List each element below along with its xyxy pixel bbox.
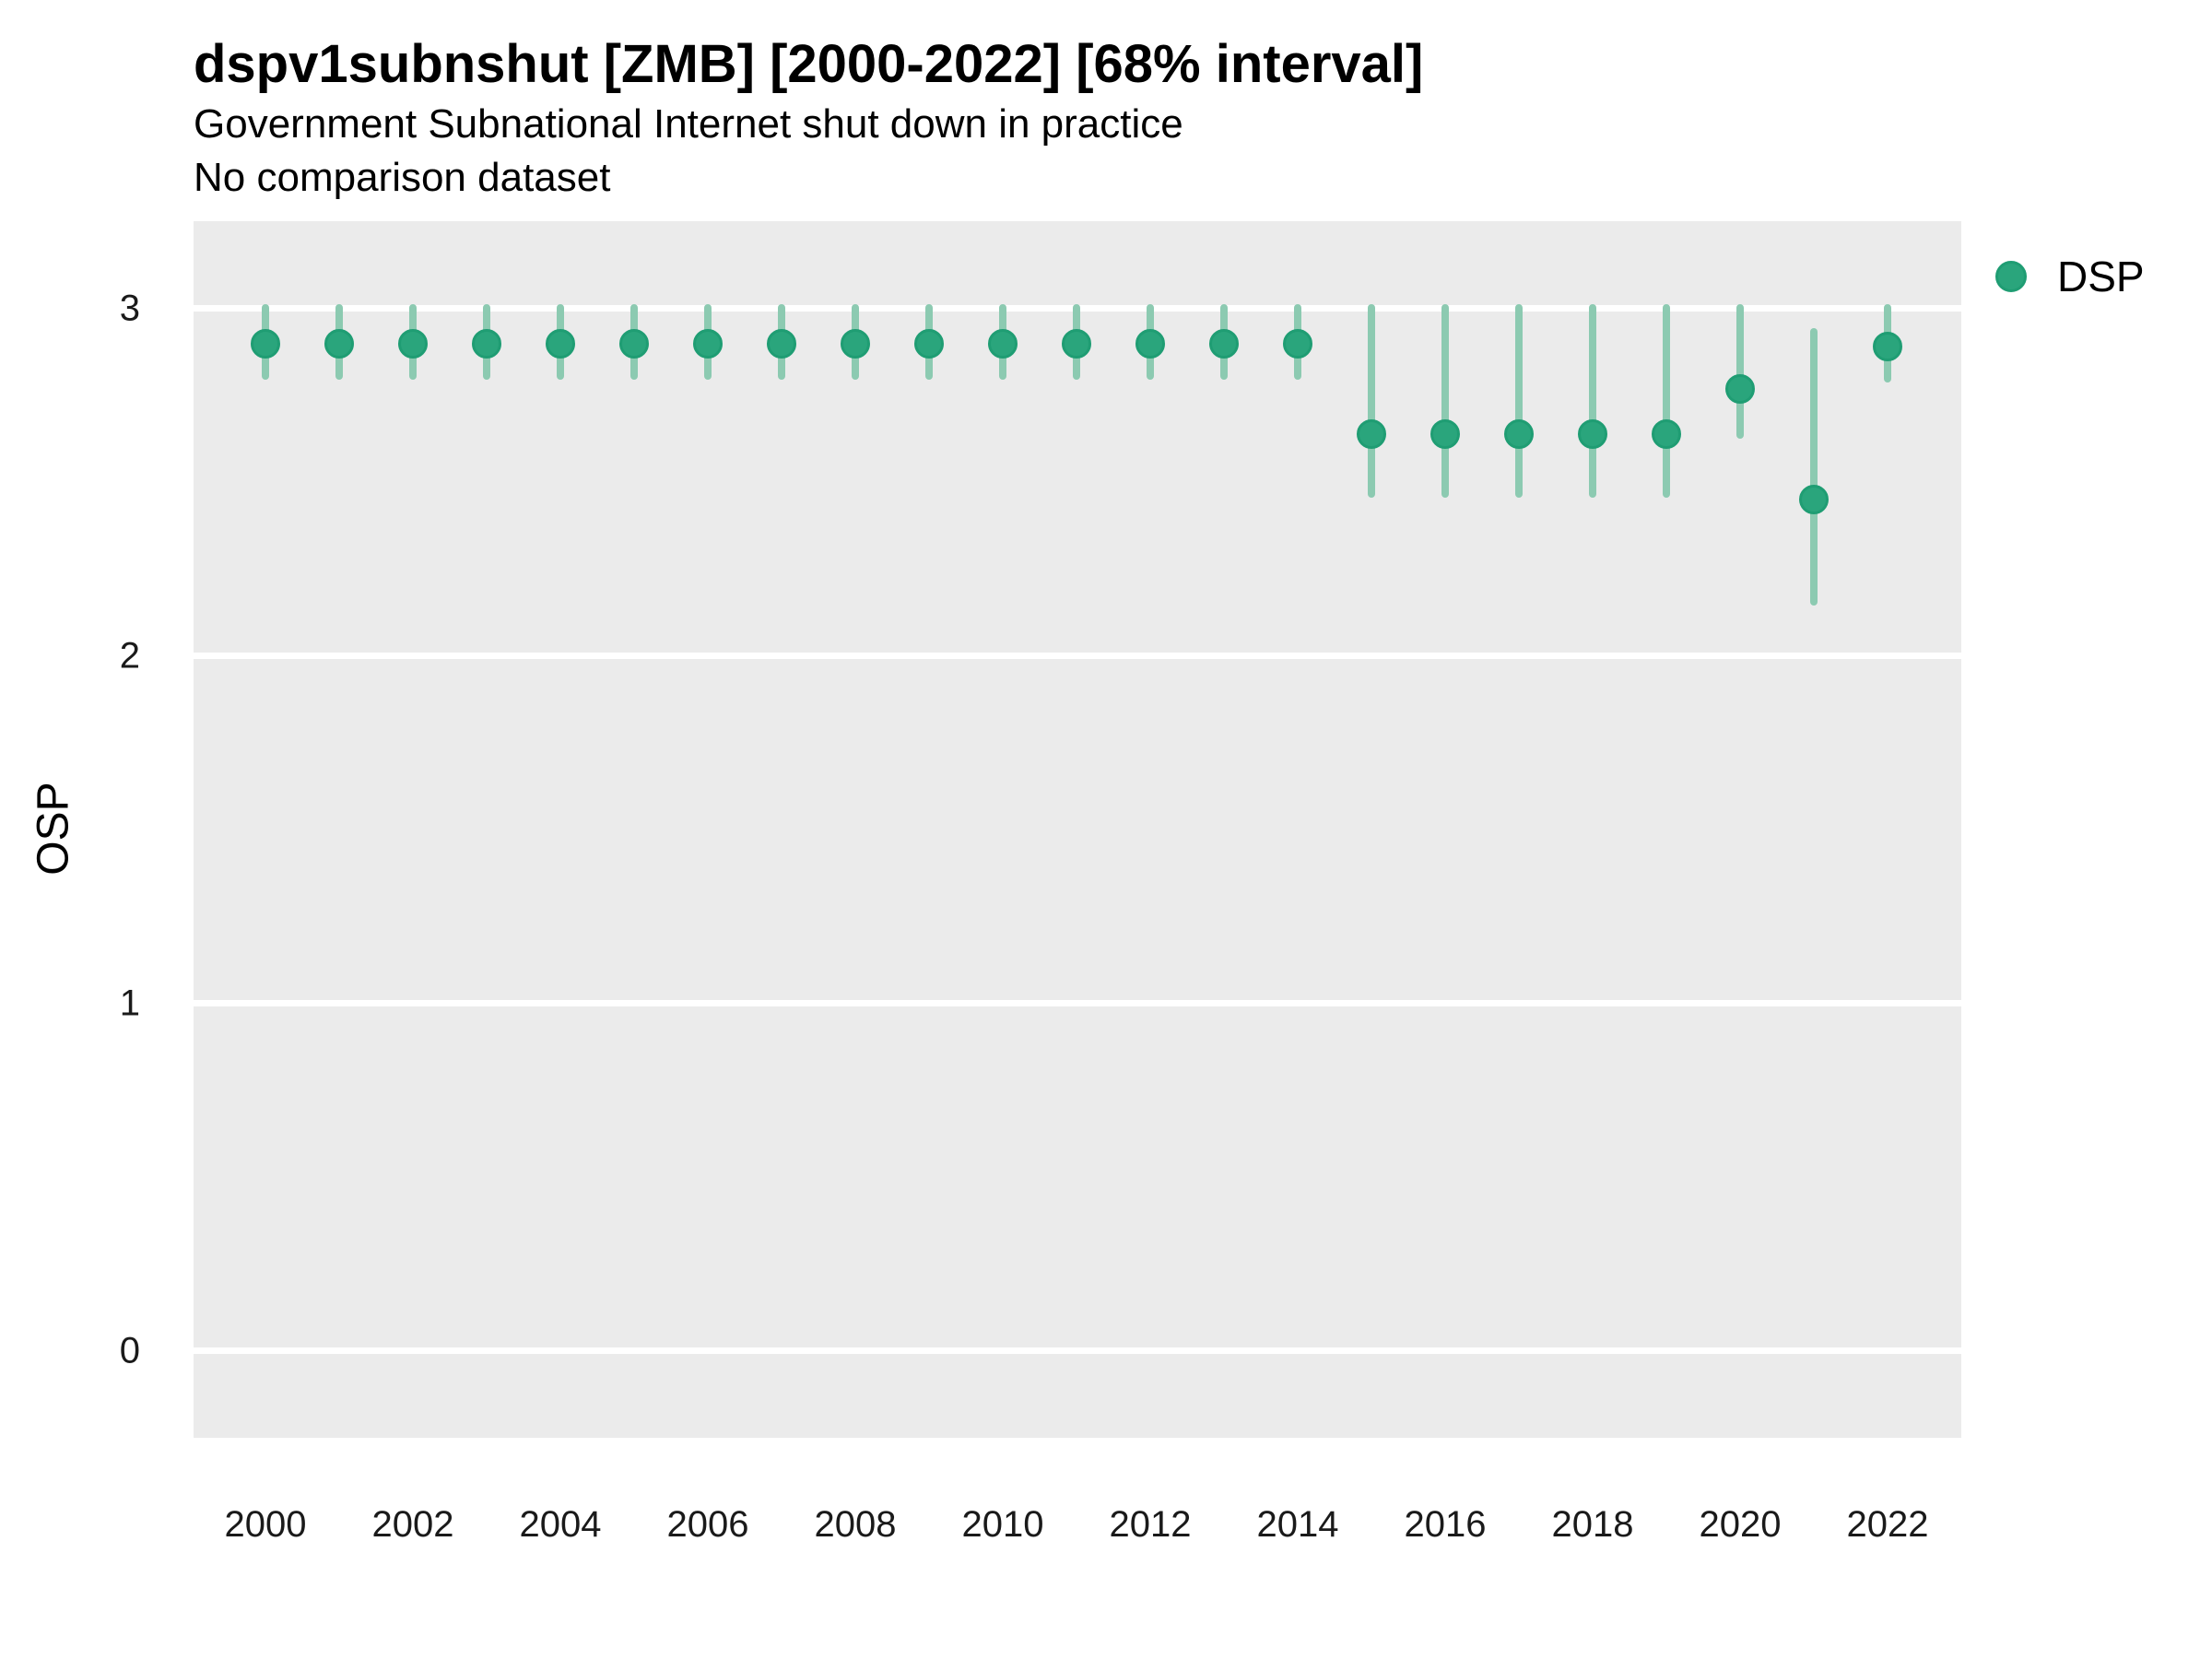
data-point: [398, 328, 428, 359]
data-point: [1873, 332, 1902, 362]
data-point: [1504, 418, 1534, 449]
data-point: [1652, 418, 1681, 449]
data-point: [841, 328, 870, 359]
data-point: [324, 328, 354, 359]
data-point: [914, 328, 944, 359]
interval-bar: [1810, 328, 1818, 606]
x-tick-label: 2018: [1551, 1504, 1634, 1545]
gridline: [194, 1347, 1961, 1355]
x-tick-label: 2006: [666, 1504, 749, 1545]
y-tick-label: 0: [119, 1330, 140, 1371]
x-tick-label: 2022: [1846, 1504, 1929, 1545]
data-point: [1283, 328, 1312, 359]
data-point: [1135, 328, 1165, 359]
x-tick-label: 2014: [1256, 1504, 1339, 1545]
chart-subtitle: Government Subnational Internet shut dow…: [194, 101, 1183, 147]
data-point: [1062, 328, 1091, 359]
x-tick-label: 2020: [1699, 1504, 1782, 1545]
gridline: [194, 1000, 1961, 1007]
gridline: [194, 653, 1961, 660]
legend-item-label: DSP: [2057, 253, 2145, 300]
interval-bar: [1589, 303, 1596, 498]
interval-bar: [1515, 303, 1523, 498]
y-tick-label: 2: [119, 635, 140, 677]
x-tick-label: 2008: [814, 1504, 897, 1545]
data-point: [546, 328, 575, 359]
x-tick-label: 2002: [371, 1504, 454, 1545]
x-tick-label: 2016: [1404, 1504, 1487, 1545]
data-point: [251, 328, 280, 359]
x-tick-label: 2012: [1109, 1504, 1192, 1545]
data-point: [1799, 485, 1829, 515]
data-point: [1725, 373, 1755, 404]
data-point: [1430, 418, 1460, 449]
chart-title: dspv1subnshut [ZMB] [2000-2022] [68% int…: [194, 34, 1424, 94]
data-point: [1578, 418, 1607, 449]
interval-bar: [1663, 303, 1670, 498]
chart-note: No comparison dataset: [194, 155, 611, 200]
data-point: [619, 328, 649, 359]
x-tick-label: 2000: [224, 1504, 307, 1545]
interval-bar: [1441, 303, 1449, 498]
x-tick-label: 2004: [519, 1504, 602, 1545]
interval-bar: [1736, 303, 1744, 439]
y-axis-title: OSP: [29, 782, 78, 876]
legend-point-icon: [1995, 261, 2027, 292]
data-point: [767, 328, 796, 359]
data-point: [693, 328, 723, 359]
data-point: [988, 328, 1018, 359]
y-tick-label: 3: [119, 288, 140, 329]
interval-bar: [1368, 303, 1375, 498]
data-point: [1357, 418, 1386, 449]
data-point: [472, 328, 501, 359]
y-tick-label: 1: [119, 982, 140, 1024]
legend: DSP: [1991, 249, 2212, 304]
x-tick-label: 2010: [961, 1504, 1044, 1545]
data-point: [1209, 328, 1239, 359]
plot-panel: [194, 221, 1961, 1438]
